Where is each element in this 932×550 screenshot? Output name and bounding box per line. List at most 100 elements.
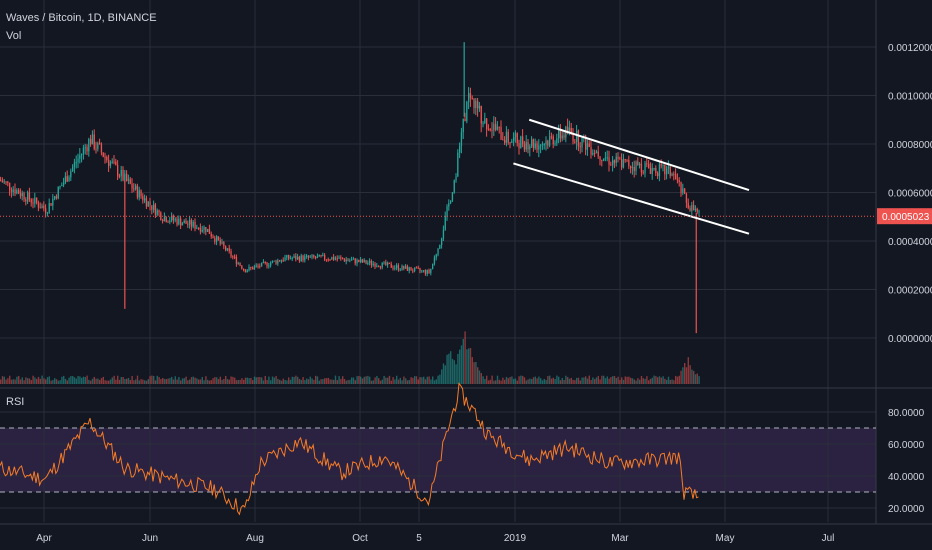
volume-bar [462,338,464,384]
candle-body [273,260,275,262]
volume-bar [576,377,578,384]
volume-bar [549,375,551,384]
volume-bar [271,376,274,384]
volume-bar [57,380,59,384]
volume-bar [84,376,86,384]
volume-bar [293,376,295,384]
candle-body [257,265,259,267]
time-tick-label: Oct [352,533,368,544]
candle-body [675,174,677,180]
volume-bar [5,379,7,384]
volume-bar [226,379,229,384]
candle-body [192,221,194,227]
candle-body [514,133,517,138]
volume-bar [675,375,677,384]
volume-bar [95,378,97,384]
volume-bar [507,378,509,384]
volume-bar [288,377,290,384]
volume-bar [19,379,22,384]
volume-bar [178,376,180,384]
candle-body [698,211,700,213]
volume-bar [104,380,106,384]
candle-body [522,136,524,145]
volume-bar [552,377,554,384]
candle-body [88,139,90,152]
volume-bar [532,377,535,384]
volume-bar [594,379,596,384]
candle-body [118,176,121,178]
volume-bar [586,378,589,384]
candle-body [293,256,295,258]
candle-body [694,208,697,211]
candle-body [457,152,459,177]
candle-body [142,196,144,201]
candle-body [169,220,171,223]
candle-body [165,217,167,222]
candle-body [127,179,130,181]
candle-body [376,265,378,267]
candle-body [133,188,135,190]
volume-bar [473,362,475,384]
volume-bar [390,380,392,384]
candle-body [549,136,551,146]
volume-bar [208,380,211,384]
candle-body [401,265,403,270]
price-tick-label: 0.0004000 [888,237,932,248]
candle-body [556,138,558,144]
candle-body [441,238,443,246]
candle-body [439,245,441,249]
volume-bar [633,379,635,384]
candle-body [198,227,200,229]
volume-bar [547,376,549,384]
candle-body [318,254,320,257]
volume-bar [12,379,14,384]
candle-body [403,265,405,269]
candle-body [358,259,360,262]
candle-body [399,269,401,271]
volume-bar [68,377,70,384]
volume-bar [516,380,518,384]
volume-bar [412,377,414,384]
candle-body [469,93,472,98]
volume-bars [0,331,700,384]
candle-body [423,270,425,272]
rsi-line [0,382,699,516]
candle-body [648,163,650,169]
candle-body [228,248,230,252]
candle-body [639,163,641,166]
volume-bar [392,377,394,384]
candle-body [511,140,513,143]
volume-bar [572,379,574,384]
volume-bar [642,378,644,384]
candle-body [630,166,632,168]
volume-bar [406,380,409,384]
candle-body [163,217,166,222]
volume-bar [117,375,119,384]
candle-body [687,202,689,208]
candle-body [646,163,648,165]
volume-bar [181,378,184,384]
volume-bar [214,377,216,384]
volume-bar [113,375,115,384]
volume-bar [351,377,353,384]
candle-body [28,192,31,200]
candle-body [95,148,97,150]
rsi-tick-label: 80.0000 [888,408,925,419]
volume-bar [331,379,333,384]
candle-body [61,184,63,187]
candle-body [84,147,86,149]
candle-body [572,133,574,142]
candle-body [446,206,448,217]
volume-bar [513,378,515,384]
candle-body [486,118,488,130]
candle-body [194,221,196,229]
price-tick-label: 0.0012000 [888,43,932,54]
candle-body [496,126,499,130]
candle-body [30,199,32,203]
candle-body [77,158,79,163]
candle-body [635,161,637,171]
volume-bar [286,380,288,384]
volume-bar [48,376,50,384]
candle-body [599,156,601,161]
candle-body [428,269,430,273]
